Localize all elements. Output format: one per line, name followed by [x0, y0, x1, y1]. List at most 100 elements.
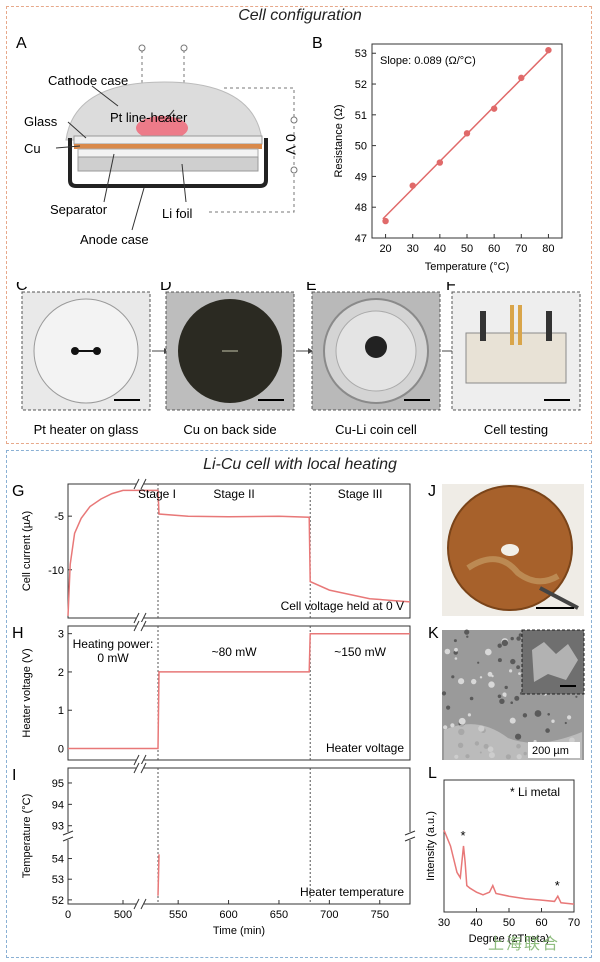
panel-k-letter: K: [428, 625, 439, 642]
label-li-foil: Li foil: [162, 206, 192, 221]
sem-grain: [567, 715, 572, 720]
x-break-mark: [133, 620, 140, 632]
sem-grain: [497, 643, 502, 648]
x-break-mark: [140, 762, 147, 774]
label-cu: Cu: [24, 141, 41, 156]
photo-caption: Pt heater on glass: [34, 422, 139, 437]
sem-grain: [499, 698, 505, 704]
section-title-heating: Li-Cu cell with local heating: [203, 456, 397, 473]
ytick-label: 54: [52, 854, 64, 866]
b-data-point: [463, 130, 471, 137]
y-break-gap: [406, 832, 414, 840]
l-xtick-label: 50: [503, 917, 515, 929]
x-break-mark: [133, 754, 140, 766]
panel-h-plot: H 0 1 2 3 Heater voltage (V) Heater voltage Hea…: [12, 620, 411, 766]
x-break-gap: [136, 756, 144, 764]
data-line: [157, 854, 160, 896]
b-axes-frame: [371, 43, 563, 239]
ytick-label: 94: [52, 799, 64, 811]
stage-label: Stage II: [213, 487, 254, 501]
cell-configuration-frame: [6, 6, 592, 444]
li-cu-heating-frame: [6, 450, 592, 958]
sem-grain: [454, 647, 458, 652]
power-label: Heating power:: [73, 637, 154, 651]
x-break-mark: [140, 898, 147, 910]
photo-caption: Cu on back side: [183, 422, 276, 437]
panel-a-letter: A: [16, 35, 27, 52]
b-data-point: [436, 159, 444, 166]
test-fixture-electrode: [510, 305, 514, 345]
terminal-right: [180, 44, 188, 52]
panel-k-sem: K 200 µm: [428, 625, 585, 760]
b-ytick-label: 51: [355, 110, 367, 122]
sem-grain: [469, 696, 474, 701]
y-break-gap: [64, 832, 72, 840]
sem-grain: [551, 719, 555, 723]
xtick-label: 0: [65, 909, 71, 921]
sem-grain: [458, 678, 465, 685]
xlabel: Time (min): [213, 925, 265, 937]
ytick-label: 0: [58, 744, 64, 756]
test-fixture-post: [480, 311, 486, 341]
sem-grain: [502, 692, 507, 697]
sem-grain: [477, 661, 480, 664]
panel-i-plot: I 52 53 54 93 94 95 0 500 550 600 650 700 750 Time (mi…: [12, 762, 416, 937]
sem-grain: [485, 648, 492, 656]
panel-b-chart: B 20 30 40 50 60 70 80 47 48 49 50 51 52 53 Temperatur…: [312, 35, 563, 273]
data-line: [68, 632, 410, 750]
sem-grain: [522, 713, 528, 718]
stage-label: Stage III: [338, 487, 383, 501]
b-data-point: [490, 105, 498, 112]
x-break-mark: [133, 612, 140, 624]
y-break-mark: [404, 830, 416, 836]
b-ytick-label: 53: [355, 48, 367, 60]
separator-layer: [77, 148, 259, 158]
test-fixture-post: [546, 311, 552, 341]
xtick-label: 650: [270, 909, 288, 921]
leader-separator: [103, 153, 115, 203]
sem-grain: [518, 672, 521, 675]
b-xtick-label: 80: [542, 243, 554, 255]
b-data-point: [518, 74, 525, 82]
leader-glass: [67, 121, 87, 139]
b-data-point: [545, 46, 552, 54]
ylabel: Cell current (µA): [21, 511, 33, 591]
photo-letter-d: D: [160, 282, 172, 294]
sem-grain: [497, 658, 502, 663]
terminal-left: [138, 44, 146, 52]
photo-caption: Cell testing: [484, 422, 548, 437]
photo-caption: Cu-Li coin cell: [335, 422, 417, 437]
axes-frame: [67, 625, 411, 761]
li-foil-layer: [77, 156, 259, 172]
sem-grain: [510, 658, 516, 665]
panel-a-diagram: A 0 V Cathode case Pt line-heater Glass …: [16, 35, 299, 247]
b-ylabel: Resistance (Ω): [333, 104, 345, 177]
label-cathode-case: Cathode case: [48, 73, 128, 88]
sem-grain: [564, 721, 567, 725]
test-fixture-electrode: [518, 305, 522, 345]
b-data-point: [409, 182, 416, 189]
ytick-label: 93: [52, 821, 64, 833]
sem-grain: [497, 694, 502, 699]
y-break-mark: [404, 836, 416, 842]
x-break-gap: [136, 900, 144, 908]
panel-b-annotation: Slope: 0.089 (Ω/°C): [380, 55, 476, 67]
sem-grain: [510, 636, 514, 641]
label-anode-case: Anode case: [80, 232, 149, 247]
panel-l-letter: L: [428, 765, 437, 782]
x-break-gap: [136, 480, 144, 488]
sem-grain: [534, 710, 542, 717]
sem-grain: [510, 701, 513, 704]
sem-grain: [454, 657, 458, 660]
y-break-mark: [62, 830, 74, 836]
panel-note: Heater voltage: [326, 741, 404, 755]
panel-l-chart: L 30 40 50 60 70 Degree (2Theta) Intensity (a.…: [425, 765, 580, 945]
ytick-label: 3: [58, 629, 64, 641]
coin-cell-window: [365, 336, 387, 358]
sem-grain: [514, 695, 520, 701]
l-data-line: [443, 829, 575, 905]
glass-layer: [73, 135, 263, 145]
b-xtick-label: 30: [407, 243, 419, 255]
stage-label: Stage I: [138, 487, 176, 501]
panel-letter: I: [12, 767, 16, 784]
